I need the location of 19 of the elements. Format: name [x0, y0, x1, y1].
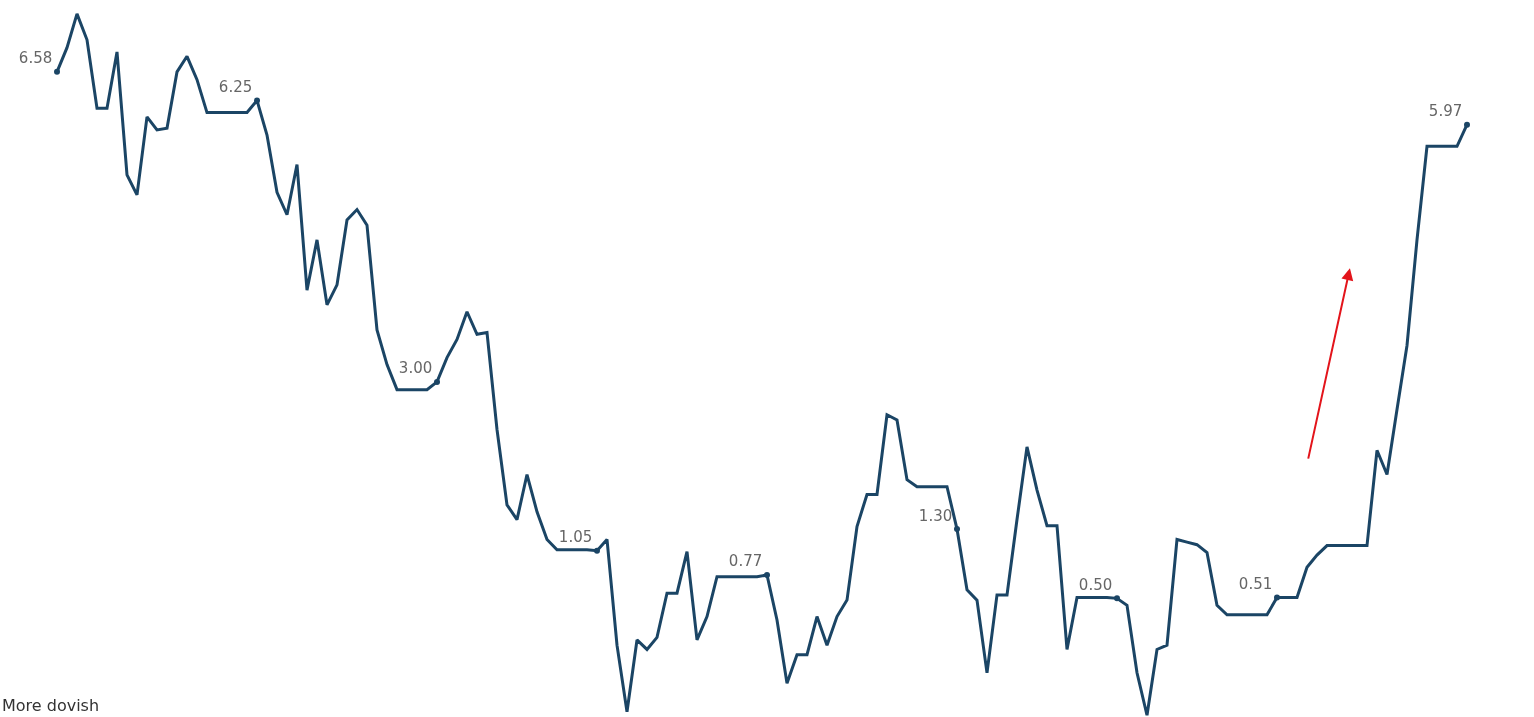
point [54, 68, 60, 75]
point [594, 547, 600, 554]
data-label: 3.00 [398, 359, 433, 378]
data-label: 1.30 [918, 506, 953, 525]
point [954, 526, 960, 533]
data-label: 1.05 [558, 528, 593, 547]
data-label: 5.97 [1428, 102, 1463, 121]
point [254, 97, 260, 104]
data-label: 6.25 [218, 77, 253, 96]
point [1114, 595, 1120, 602]
point [434, 378, 440, 385]
data-label: 0.50 [1078, 575, 1113, 594]
data-label: 0.77 [728, 552, 763, 571]
point [764, 571, 770, 578]
data-label: 6.58 [18, 49, 53, 68]
point [1274, 594, 1280, 601]
annotation: More dovish [2, 696, 100, 715]
point [1464, 121, 1470, 128]
data-label: 0.51 [1238, 575, 1273, 593]
